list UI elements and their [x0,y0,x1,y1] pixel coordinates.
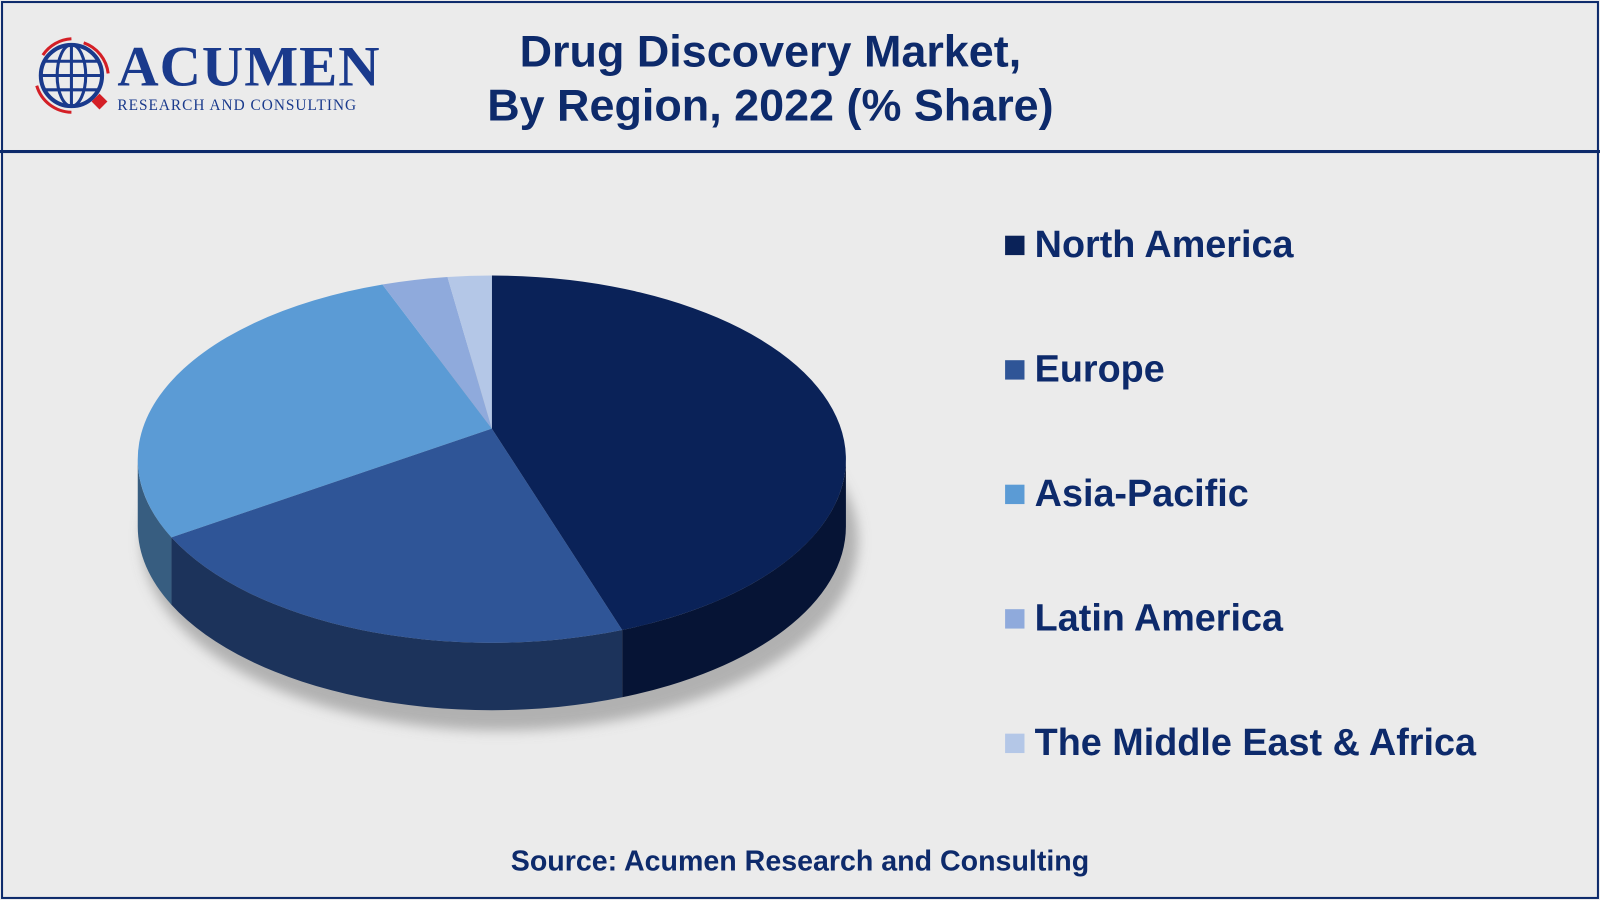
pie-slice-the-middle-east-africa [447,275,492,429]
pie-side-europe [171,537,623,711]
legend-item: North America [1005,219,1293,270]
pie-slice-latin-america [382,276,492,429]
logo-wordmark: Acumen [117,35,381,99]
pie-slice-north-america [491,275,846,630]
legend-label: The Middle East & Africa [1034,721,1476,764]
legend-item: The Middle East & Africa [1005,717,1476,768]
logo-subtext: RESEARCH AND CONSULTING [117,97,358,115]
legend-swatch [1005,359,1025,380]
legend-label: Latin America [1034,596,1283,639]
pie-slice-asia-pacific [137,284,492,538]
legend-item: Latin America [1005,593,1283,644]
source-note: Source: Acumen Research and Consulting [510,844,1090,877]
globe-icon [35,37,110,114]
legend-swatch [1005,608,1025,629]
pie-chart [137,275,859,731]
legend-item: Europe [1005,344,1165,395]
legend-swatch [1005,235,1025,255]
title-line-1: Drug Discovery Market, [519,26,1022,77]
legend-label: Asia-Pacific [1034,472,1249,515]
legend-item: Asia-Pacific [1005,468,1249,519]
title-line-2: By Region, 2022 (% Share) [487,80,1054,131]
legend-swatch [1005,484,1025,504]
pie-side-north-america [622,459,846,698]
pie-side-asia-pacific [137,459,172,605]
pie-slice-europe [171,428,623,643]
acumen-logo: Acumen RESEARCH AND CONSULTING [31,35,381,117]
legend-label: Europe [1034,347,1165,390]
header-divider [0,149,1600,154]
legend-swatch [1005,733,1025,753]
legend-label: North America [1034,223,1294,266]
chart-title: Drug Discovery Market, By Region, 2022 (… [439,24,1102,132]
